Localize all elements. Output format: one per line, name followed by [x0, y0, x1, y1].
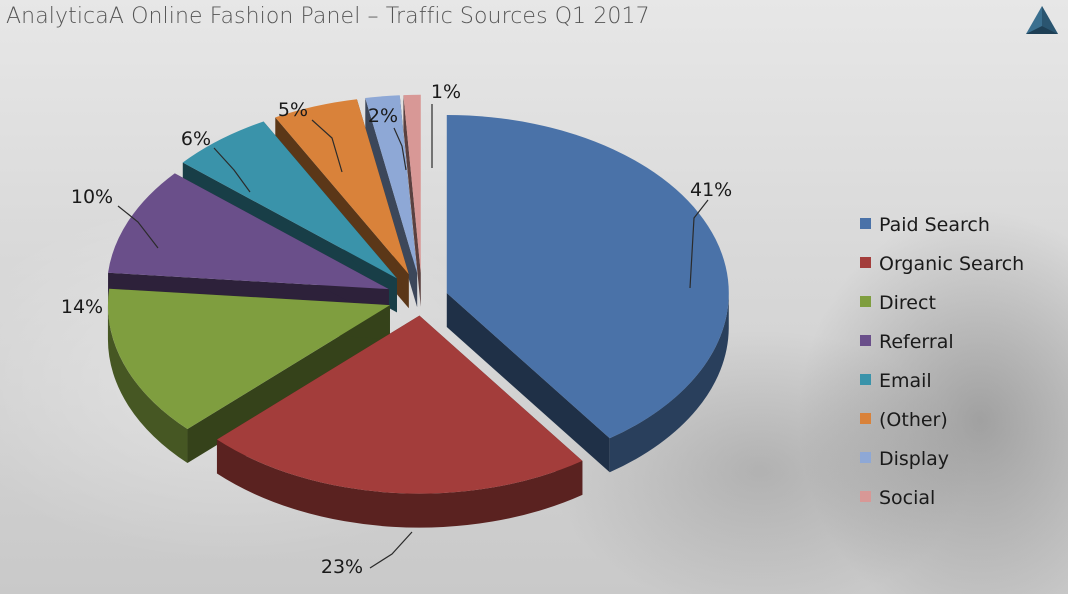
- pie-slice-top-direct: [107, 288, 390, 430]
- legend-label-organic-search: Organic Search: [879, 253, 1024, 275]
- pie-slice-display: [365, 95, 418, 307]
- legend-swatch-other: [860, 413, 871, 424]
- leader-line-referral: [117, 205, 159, 249]
- leader-line-display: [393, 127, 407, 171]
- pie-slice-top-referral: [108, 173, 389, 290]
- pie-slice-wall-display: [365, 97, 418, 307]
- pie-slice-rim-direct: [107, 305, 188, 464]
- chart-title: AnalyticaA Online Fashion Panel – Traffi…: [6, 4, 650, 29]
- pie-slice-top-organic-search: [216, 315, 583, 494]
- data-label-email: 6%: [181, 128, 211, 150]
- pie-slice-wall-social: [403, 95, 421, 307]
- data-label-other: 5%: [278, 99, 308, 121]
- data-label-direct: 14%: [61, 296, 103, 318]
- leader-line-other: [311, 119, 343, 173]
- legend-swatch-social: [860, 491, 871, 502]
- leader-line-email: [213, 147, 251, 193]
- legend-swatch-direct: [860, 296, 871, 307]
- pie-slice-top-other: [275, 99, 409, 275]
- pie-slice-top-social: [403, 94, 421, 273]
- analytica-triangle-logo-icon: [1026, 6, 1058, 34]
- legend: Paid Search Organic Search Direct Referral E…: [860, 214, 1024, 509]
- legend-label-email: Email: [879, 370, 932, 392]
- data-label-social: 1%: [431, 81, 461, 103]
- data-label-organic-search: 23%: [321, 556, 363, 578]
- pie-slice-social: [403, 94, 421, 307]
- data-label-paid-search: 41%: [690, 179, 732, 201]
- leader-line-paid-search: [689, 199, 709, 289]
- pie-slice-organic-search: [216, 315, 583, 528]
- data-label-display: 2%: [368, 105, 398, 127]
- data-labels: 41% 23% 14% 10% 6% 5% 2% 1%: [61, 81, 732, 578]
- legend-label-paid-search: Paid Search: [879, 214, 990, 236]
- legend-label-social: Social: [879, 487, 935, 509]
- legend-swatch-referral: [860, 335, 871, 346]
- legend-swatch-paid-search: [860, 218, 871, 229]
- legend-swatch-email: [860, 374, 871, 385]
- leader-lines: [117, 104, 709, 569]
- pie-slice-rim-organic-search: [216, 439, 583, 528]
- legend-label-direct: Direct: [879, 292, 936, 314]
- pie-slice-top-email: [182, 121, 397, 279]
- pie-slice-direct: [107, 288, 390, 464]
- pie-slice-wall-direct: [187, 305, 390, 464]
- pie-slice-rim-paid-search: [609, 294, 729, 473]
- leader-line-organic-search: [369, 531, 413, 569]
- legend-label-referral: Referral: [879, 331, 954, 353]
- pie-slice-paid-search: [446, 115, 729, 473]
- legend-label-display: Display: [879, 448, 949, 470]
- pie-slice-top-paid-search: [446, 115, 729, 439]
- pie-slice-wall-paid-search: [446, 293, 610, 473]
- pie-slice-top-display: [365, 95, 418, 273]
- legend-swatch-organic-search: [860, 257, 871, 268]
- pie-slices: [107, 94, 729, 528]
- legend-label-other: (Other): [879, 409, 948, 431]
- legend-swatch-display: [860, 452, 871, 463]
- data-label-referral: 10%: [71, 186, 113, 208]
